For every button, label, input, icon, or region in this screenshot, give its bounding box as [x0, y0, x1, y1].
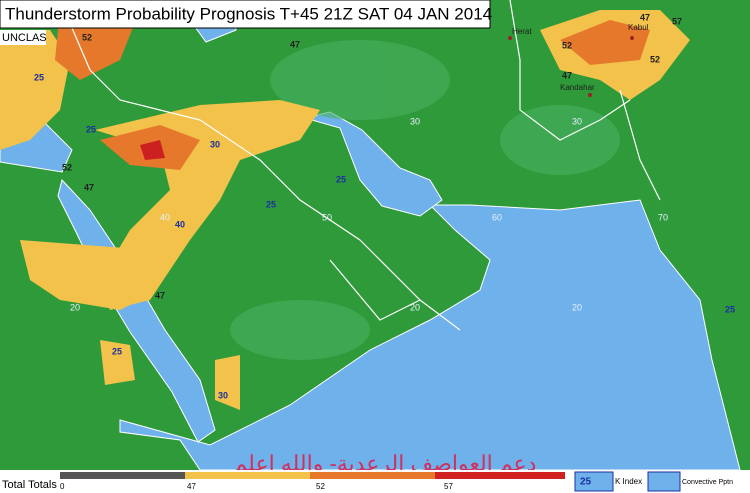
map-title: Thunderstorm Probability Prognosis T+45 …	[5, 4, 492, 23]
border	[509, 0, 631, 141]
k-index-label: K Index	[615, 477, 642, 486]
contour-label: 25	[112, 346, 122, 356]
city-dot	[588, 93, 592, 97]
scale-segment	[60, 472, 185, 479]
convective-swatch	[647, 471, 681, 492]
convective-label: Convective Pptn	[682, 479, 733, 486]
grid-label: 50	[322, 212, 332, 222]
contour-label: 47	[562, 70, 572, 80]
scale-segment	[435, 472, 565, 479]
scale-tick: 57	[444, 482, 453, 491]
field-47	[95, 100, 320, 310]
contour-label: 25	[336, 174, 346, 184]
contour-label: 47	[84, 182, 94, 192]
grid-label: 20	[70, 302, 80, 312]
city-dot	[630, 36, 634, 40]
borders	[59, 0, 661, 331]
contour-label: 25	[34, 72, 44, 82]
contour-label: 47	[640, 12, 650, 22]
k-index-sample: 25	[580, 477, 592, 488]
contour-label: 25	[266, 199, 276, 209]
contour-label: 30	[218, 390, 228, 400]
grid-label: 30	[572, 116, 582, 126]
title-box	[0, 0, 491, 29]
scale-tick: 47	[187, 482, 196, 491]
city-label: Kabul	[628, 23, 649, 32]
border	[619, 89, 661, 201]
scale-tick: 0	[60, 482, 65, 491]
city-label: Kandahar	[560, 83, 595, 92]
contour-label: 52	[562, 40, 572, 50]
border	[199, 119, 461, 331]
contour-label: 52	[62, 162, 72, 172]
classification: UNCLAS	[2, 32, 47, 44]
k-index-swatch	[574, 471, 614, 492]
scale-segment	[185, 472, 310, 479]
persian-gulf	[303, 111, 443, 217]
field-52	[560, 20, 650, 65]
grid-label: 40	[160, 212, 170, 222]
terrain	[230, 40, 620, 360]
contour-label: 47	[290, 39, 300, 49]
legend-title: Total Totals	[2, 479, 57, 491]
scale-tick: 52	[316, 482, 325, 491]
grid-label: 30	[410, 116, 420, 126]
field-47	[215, 355, 240, 410]
contour-label: 52	[82, 32, 92, 42]
border	[329, 259, 421, 321]
border	[59, 0, 201, 121]
terrain-patch	[230, 300, 370, 360]
city-label: Herat	[512, 27, 532, 36]
field-47	[100, 340, 135, 385]
contour-label: 57	[672, 16, 682, 26]
contour-label: 30	[210, 139, 220, 149]
contour-label: 25	[86, 124, 96, 134]
grid-label: 20	[572, 302, 582, 312]
city-dot	[508, 36, 512, 40]
field-47	[0, 30, 70, 150]
terrain-patch	[270, 40, 450, 120]
classification-box	[0, 30, 46, 45]
contour-label: 47	[155, 290, 165, 300]
grid-label: 70	[658, 212, 668, 222]
field-47	[20, 240, 150, 310]
scale-segment	[310, 472, 435, 479]
grid-label: 60	[492, 212, 502, 222]
probability-fields	[0, 10, 690, 410]
contour-label: 52	[650, 54, 660, 64]
field-57	[140, 140, 165, 160]
grid-label: 20	[410, 302, 420, 312]
contour-label: 40	[175, 219, 185, 229]
contour-label: 25	[725, 304, 735, 314]
